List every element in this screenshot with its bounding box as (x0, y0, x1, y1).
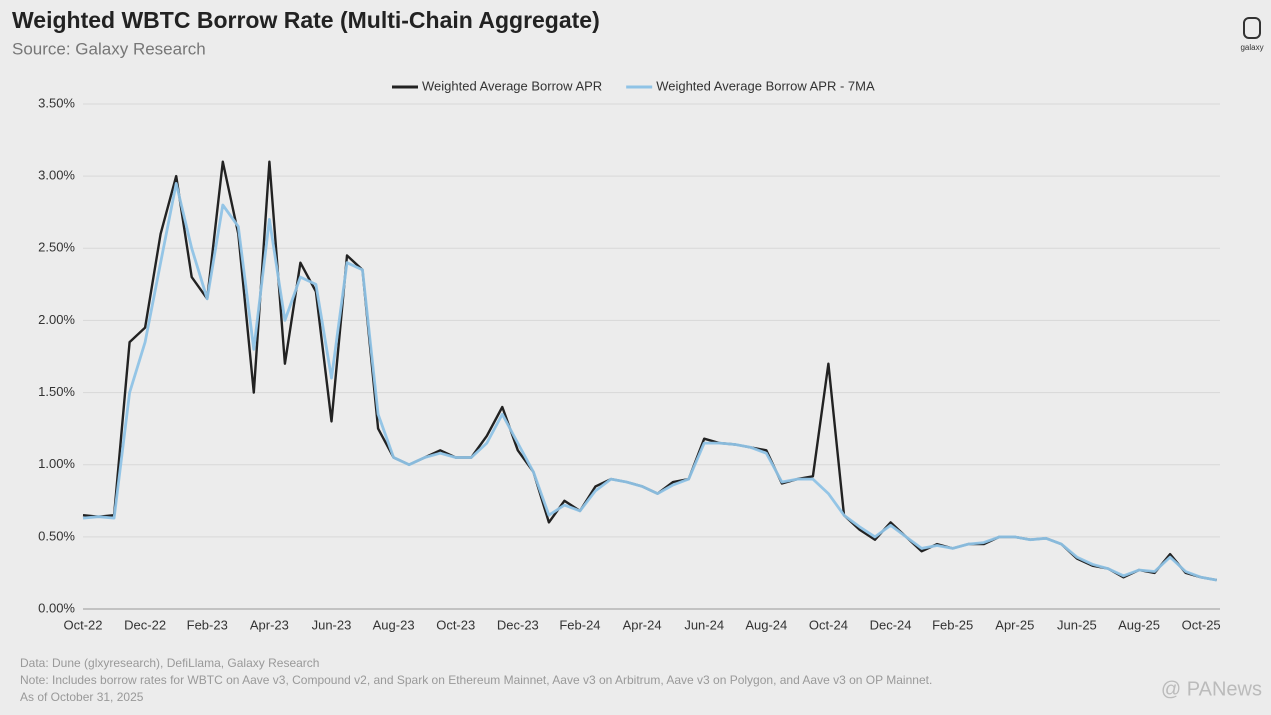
x-tick-label: Jun-23 (312, 617, 352, 632)
x-tick-label: Dec-22 (124, 617, 166, 632)
x-tick-label: Dec-23 (497, 617, 539, 632)
y-tick-label: 3.50% (38, 95, 75, 110)
legend-label: Weighted Average Borrow APR - 7MA (656, 78, 875, 93)
x-tick-label: Jun-24 (684, 617, 724, 632)
x-tick-label: Apr-25 (995, 617, 1034, 632)
x-tick-label: Dec-24 (870, 617, 912, 632)
footnote: As of October 31, 2025 (20, 690, 144, 704)
x-tick-label: Feb-25 (932, 617, 973, 632)
chart-subtitle: Source: Galaxy Research (12, 39, 206, 58)
watermark: @ PANews (1161, 678, 1262, 700)
y-tick-label: 0.00% (38, 600, 75, 615)
y-tick-label: 0.50% (38, 528, 75, 543)
x-tick-label: Aug-23 (373, 617, 415, 632)
series-line (82, 182, 1217, 582)
x-tick-label: Aug-25 (1118, 617, 1160, 632)
footnote: Note: Includes borrow rates for WBTC on … (20, 673, 932, 687)
logo-text: galaxy (1240, 43, 1263, 52)
y-tick-label: 3.00% (38, 168, 75, 183)
x-tick-label: Jun-25 (1057, 617, 1097, 632)
y-tick-label: 1.00% (38, 456, 75, 471)
x-tick-label: Oct-23 (436, 617, 475, 632)
x-tick-label: Oct-22 (63, 617, 102, 632)
x-tick-label: Apr-24 (623, 617, 662, 632)
x-tick-label: Feb-23 (187, 617, 228, 632)
x-tick-label: Apr-23 (250, 617, 289, 632)
legend-label: Weighted Average Borrow APR (422, 78, 602, 93)
x-tick-label: Aug-24 (745, 617, 787, 632)
footnote: Data: Dune (glxyresearch), DefiLlama, Ga… (20, 656, 319, 670)
x-tick-label: Oct-24 (809, 617, 848, 632)
y-tick-label: 1.50% (38, 384, 75, 399)
y-tick-label: 2.50% (38, 240, 75, 255)
y-tick-label: 2.00% (38, 312, 75, 327)
x-tick-label: Feb-24 (559, 617, 600, 632)
logo-icon (1243, 17, 1261, 39)
chart-title: Weighted WBTC Borrow Rate (Multi-Chain A… (12, 7, 600, 33)
x-tick-label: Oct-25 (1182, 617, 1221, 632)
